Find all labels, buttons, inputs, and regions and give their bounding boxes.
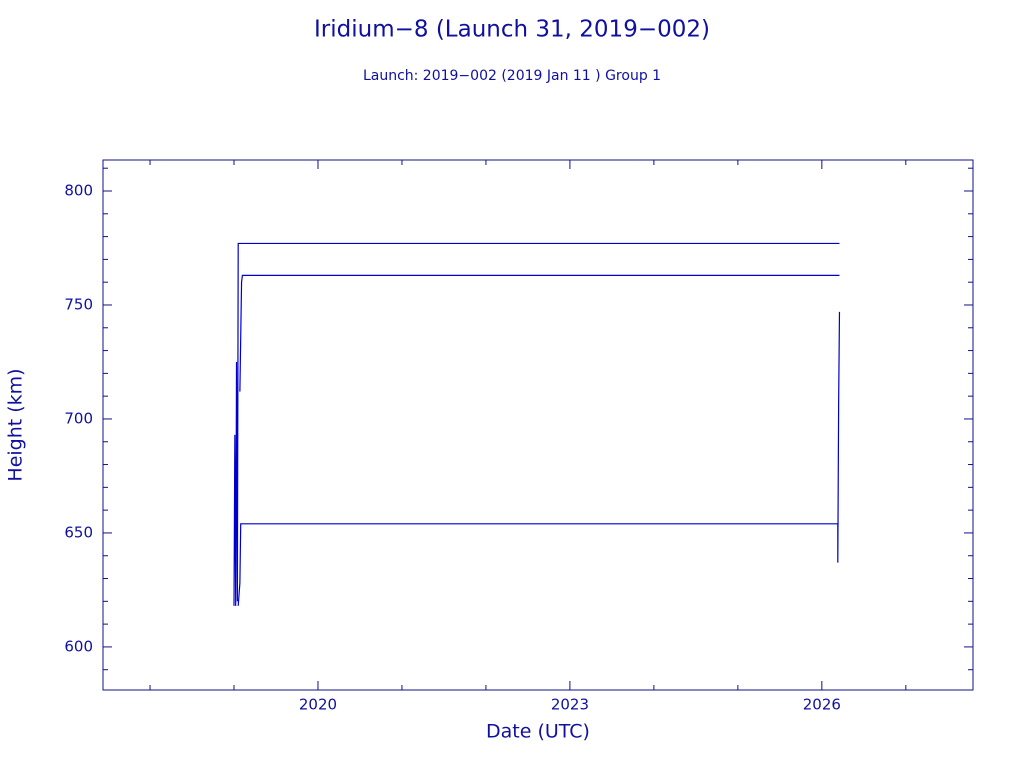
x-tick-label: 2020 bbox=[299, 696, 337, 714]
chart-subtitle: Launch: 2019−002 (2019 Jan 11 ) Group 1 bbox=[363, 68, 661, 84]
y-tick-label: 750 bbox=[64, 295, 93, 313]
y-tick-label: 800 bbox=[64, 182, 93, 200]
x-axis-label: Date (UTC) bbox=[486, 721, 590, 743]
x-tick-label: 2023 bbox=[551, 696, 589, 714]
data-line bbox=[237, 523, 839, 606]
plot-frame bbox=[102, 159, 974, 691]
data-line bbox=[239, 274, 840, 392]
y-axis-label: Height (km) bbox=[5, 368, 27, 481]
data-line bbox=[233, 242, 840, 606]
chart-title: Iridium−8 (Launch 31, 2019−002) bbox=[314, 17, 710, 43]
data-line bbox=[837, 311, 841, 563]
y-tick-label: 650 bbox=[64, 523, 93, 541]
y-tick-label: 600 bbox=[64, 637, 93, 655]
x-tick-label: 2026 bbox=[803, 696, 841, 714]
y-tick-label: 700 bbox=[64, 409, 93, 427]
